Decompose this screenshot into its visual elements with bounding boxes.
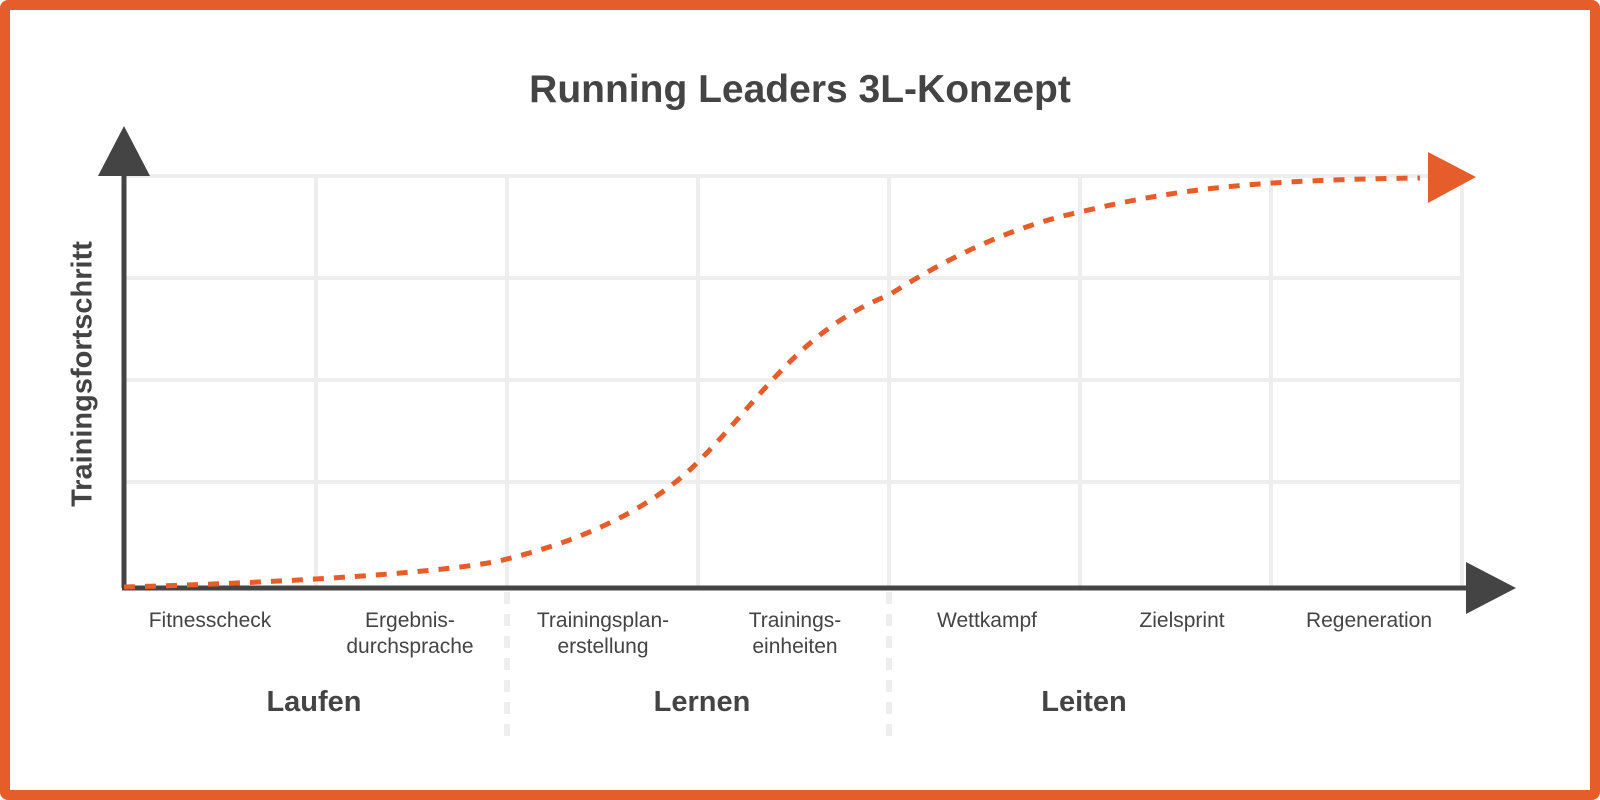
progress-arrowhead xyxy=(1428,152,1476,203)
diagram-title: Running Leaders 3L-Konzept xyxy=(529,68,1071,111)
y-axis-label: Trainingsfortschritt xyxy=(66,241,99,507)
step-label-trainingseinheiten: Trainings- einheiten xyxy=(748,609,842,658)
grid xyxy=(122,174,1464,588)
step-label-fitnesscheck: Fitnesscheck xyxy=(148,609,272,632)
step-label-ergebnisdurchsprache: Ergebnis- durchsprache xyxy=(346,609,474,658)
y-axis-arrowhead xyxy=(98,126,150,176)
phase-label-laufen: Laufen xyxy=(266,686,362,718)
step-label-regeneration: Regeneration xyxy=(1305,609,1433,632)
x-axis-arrowhead xyxy=(1466,562,1516,614)
phase-label-leiten: Leiten xyxy=(1041,686,1127,718)
progress-curve xyxy=(123,175,1421,590)
phase-label-lernen: Lernen xyxy=(653,686,751,718)
step-label-trainingsplanerstellung: Trainingsplan- erstellung xyxy=(536,609,670,658)
axes xyxy=(98,126,1516,614)
step-label-wettkampf: Wettkampf xyxy=(937,609,1037,632)
phase-separators xyxy=(504,592,892,740)
step-label-zielsprint: Zielsprint xyxy=(1139,609,1225,632)
